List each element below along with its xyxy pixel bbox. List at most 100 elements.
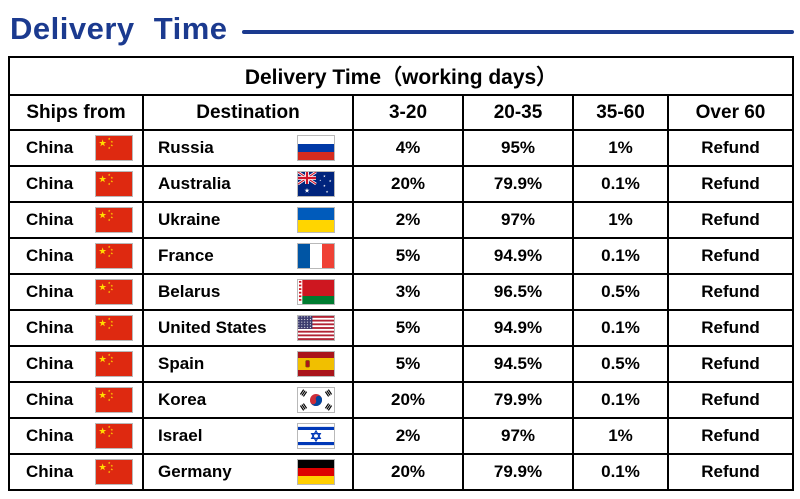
page-header: Delivery Time [0,0,800,50]
pct-20-35: 97% [462,417,574,455]
ships-from-cell: China [8,237,144,275]
table-row: China Spain 5% 94.5% 0.5% Refund [8,345,795,383]
pct-20-35: 79.9% [462,453,574,491]
table-row: China Israel 2% 97% 1% Refund [8,417,795,455]
china-flag-icon [95,351,133,377]
ships-from-label: China [26,390,74,409]
destination-cell: Germany [142,453,354,491]
destination-label: Spain [158,354,205,373]
ships-from-label: China [26,354,74,373]
destination-label: Germany [158,462,232,481]
united-states-flag-icon [297,315,335,341]
ships-from-label: China [26,462,74,481]
destination-cell: Israel [142,417,354,455]
korea-flag-icon [297,387,335,413]
pct-3-20: 4% [352,129,464,167]
pct-20-35: 79.9% [462,165,574,203]
destination-cell: France [142,237,354,275]
destination-cell: Ukraine [142,201,354,239]
pct-3-20: 20% [352,453,464,491]
table-header-row: Ships from Destination 3-20 20-35 35-60 … [8,94,795,131]
pct-35-60: 1% [572,417,669,455]
ships-from-cell: China [8,273,144,311]
table-caption-row: Delivery Time（working days） [7,56,795,96]
destination-cell: Korea [142,381,354,419]
russia-flag-icon [297,135,335,161]
table-row: China Belarus 3% 96.5% 0.5% Refund [8,273,795,311]
table-body: China Russia 4% 95% 1% Refund China Aust… [8,129,795,491]
table-row: China Germany 20% 79.9% 0.1% Refund [8,453,795,491]
title-underline [241,30,794,34]
destination-label: Russia [158,138,214,157]
ships-from-label: China [26,246,74,265]
pct-35-60: 0.1% [572,309,669,347]
pct-3-20: 5% [352,345,464,383]
over-60-cell: Refund [666,309,795,347]
ships-from-cell: China [8,453,144,491]
ships-from-cell: China [8,165,144,203]
table-row: China Russia 4% 95% 1% Refund [8,129,795,167]
destination-cell: Russia [142,129,354,167]
ships-from-label: China [26,210,74,229]
over-60-cell: Refund [666,345,795,383]
destination-label: Ukraine [158,210,221,229]
israel-flag-icon [297,423,335,449]
china-flag-icon [95,423,133,449]
ships-from-cell: China [8,345,144,383]
over-60-cell: Refund [666,237,795,275]
destination-cell: Belarus [142,273,354,311]
over-60-cell: Refund [666,417,795,455]
over-60-cell: Refund [666,165,795,203]
pct-35-60: 0.1% [572,165,669,203]
pct-3-20: 3% [352,273,464,311]
ships-from-cell: China [8,129,144,167]
destination-label: United States [158,318,267,337]
china-flag-icon [95,207,133,233]
table-row: China France 5% 94.9% 0.1% Refund [8,237,795,275]
pct-35-60: 0.5% [572,345,669,383]
pct-20-35: 79.9% [462,381,574,419]
ships-from-label: China [26,318,74,337]
table-row: China Korea 20% 79.9% 0.1% Refund [8,381,795,419]
france-flag-icon [297,243,335,269]
over-60-cell: Refund [666,129,795,167]
table-row: China Australia 20% 79.9% 0.1% Refund [8,165,795,203]
pct-3-20: 2% [352,417,464,455]
col-header-20-35: 20-35 [462,94,574,131]
china-flag-icon [95,243,133,269]
destination-cell: United States [142,309,354,347]
ships-from-cell: China [8,417,144,455]
pct-35-60: 0.1% [572,381,669,419]
ukraine-flag-icon [297,207,335,233]
spain-flag-icon [297,351,335,377]
over-60-cell: Refund [666,201,795,239]
pct-3-20: 5% [352,237,464,275]
ships-from-cell: China [8,201,144,239]
china-flag-icon [95,315,133,341]
pct-3-20: 2% [352,201,464,239]
pct-3-20: 20% [352,165,464,203]
china-flag-icon [95,279,133,305]
col-header-destination: Destination [142,94,354,131]
china-flag-icon [95,459,133,485]
pct-3-20: 20% [352,381,464,419]
germany-flag-icon [297,459,335,485]
over-60-cell: Refund [666,273,795,311]
delivery-time-table: Delivery Time（working days） Ships from D… [7,56,795,491]
destination-label: Korea [158,390,207,409]
pct-20-35: 96.5% [462,273,574,311]
destination-cell: Australia [142,165,354,203]
ships-from-label: China [26,282,74,301]
pct-35-60: 0.5% [572,273,669,311]
col-header-3-20: 3-20 [352,94,464,131]
col-header-35-60: 35-60 [572,94,669,131]
pct-35-60: 1% [572,129,669,167]
destination-cell: Spain [142,345,354,383]
ships-from-label: China [26,426,74,445]
page-title: Delivery Time [10,11,228,46]
table-caption: Delivery Time（working days） [7,56,795,96]
table-row: China Ukraine 2% 97% 1% Refund [8,201,795,239]
table-row: China United States 5% 94.9% 0.1% Refund [8,309,795,347]
pct-20-35: 94.9% [462,309,574,347]
pct-35-60: 1% [572,201,669,239]
